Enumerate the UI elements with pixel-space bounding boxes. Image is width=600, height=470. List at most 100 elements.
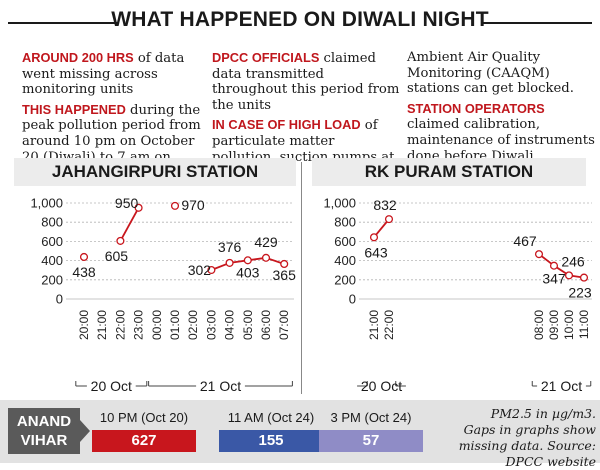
highlight-lead: STATION OPERATORS	[407, 100, 545, 116]
rkpuram-chart: 0 200 400 600 800 1,000 643 832 467 347 246 223 21:0…	[323, 196, 592, 394]
date-group-label: 21 Oct	[200, 378, 241, 394]
infographic-header: WHAT HAPPENED ON DIWALI NIGHT	[0, 4, 600, 38]
highlight-lead: THIS HAPPENED	[22, 101, 126, 117]
data-label: 376	[218, 239, 242, 255]
panel-divider	[301, 162, 302, 394]
x-tick-label: 06:00	[259, 310, 273, 340]
y-tick-label: 0	[56, 292, 63, 307]
paragraph-text: of data went missing across monitoring u…	[22, 51, 185, 98]
data-point	[369, 233, 379, 242]
reading-label-1: 10 PM (Oct 20)	[99, 410, 189, 425]
x-tick-label: 01:00	[168, 310, 182, 340]
data-point	[134, 203, 143, 212]
data-point	[243, 256, 252, 265]
data-point	[225, 258, 234, 267]
y-tick-label: 400	[334, 253, 356, 268]
footnote-source: PM2.5 in µg/m3. Gaps in graphs show miss…	[458, 406, 596, 469]
y-tick-label: 600	[334, 234, 356, 249]
x-tick-label: 04:00	[223, 310, 237, 340]
data-point	[534, 250, 544, 259]
column-1-paragraph-1: AROUND 200 HRS of data went missing acro…	[22, 50, 210, 98]
y-tick-label: 0	[349, 292, 356, 307]
y-tick-label: 800	[334, 215, 356, 230]
x-tick-label: 09:00	[547, 310, 561, 340]
data-label: 403	[236, 264, 260, 280]
text-column-1: AROUND 200 HRS of data went missing acro…	[22, 50, 210, 185]
data-label: 365	[273, 267, 297, 283]
x-tick-label: 08:00	[532, 310, 546, 340]
data-label: 970	[181, 197, 205, 213]
x-tick-label: 22:00	[382, 310, 396, 340]
text-column-3: Ambient Air Quality Monitoring (CAAQM) s…	[407, 50, 595, 168]
data-point	[170, 201, 180, 210]
data-point	[280, 259, 289, 269]
data-point	[384, 215, 394, 224]
reading-value-1: 627	[92, 430, 196, 452]
date-group-label: 21 Oct	[541, 378, 582, 394]
title-rule-right	[482, 22, 592, 24]
data-point	[79, 252, 89, 262]
text-column-2: DPCC OFFICIALS claimed data transmitted …	[212, 50, 400, 185]
paragraph-text: Ambient Air Quality Monitoring (CAAQM) s…	[407, 50, 574, 97]
x-tick-label: 20:00	[77, 310, 91, 340]
y-tick-label: 600	[41, 234, 63, 249]
data-label: 643	[364, 244, 388, 260]
y-tick-label: 400	[41, 253, 63, 268]
paragraph-text: claimed calibration, maintenance of inst…	[407, 117, 595, 164]
data-label: 605	[105, 248, 129, 264]
column-3-paragraph-2: STATION OPERATORS claimed calibration, m…	[407, 101, 595, 164]
x-tick-label: 21:00	[95, 310, 109, 340]
x-tick-label: 05:00	[241, 310, 255, 340]
data-label: 832	[373, 197, 397, 213]
y-tick-label: 800	[41, 215, 63, 230]
reading-value-2: 155	[219, 430, 323, 452]
jahangirpuri-chart: 0 200 400 600 800 1,000 438 605 950 970 302 376 403 4…	[30, 195, 297, 394]
data-point	[116, 236, 125, 245]
date-group-label: 20 Oct	[91, 378, 132, 394]
series-line-segment	[119, 207, 140, 242]
highlight-lead: DPCC OFFICIALS	[212, 50, 320, 65]
data-label: 246	[561, 253, 585, 269]
x-tick-label: 07:00	[277, 310, 291, 340]
data-label: 302	[188, 262, 212, 278]
data-point	[261, 253, 271, 262]
data-point	[207, 265, 216, 275]
column-2-paragraph-1: DPCC OFFICIALS claimed data transmitted …	[212, 50, 400, 113]
column-3-paragraph-1: Ambient Air Quality Monitoring (CAAQM) s…	[407, 50, 595, 97]
x-tick-label: 22:00	[113, 310, 127, 340]
x-tick-label: 10:00	[562, 310, 576, 340]
x-tick-label: 11:00	[577, 310, 591, 339]
anand-vihar-badge: ANAND VIHAR	[8, 408, 80, 454]
x-tick-label: 02:00	[186, 310, 200, 340]
highlight-lead: AROUND 200 HRS	[22, 50, 134, 65]
x-tick-label: 00:00	[150, 310, 164, 340]
data-label: 438	[72, 264, 96, 280]
y-tick-label: 1,000	[323, 196, 356, 211]
jahangirpuri-panel-title: JAHANGIRPURI STATION	[14, 158, 296, 186]
data-label: 347	[542, 271, 566, 287]
y-tick-label: 200	[41, 272, 63, 287]
y-tick-label: 200	[334, 272, 356, 287]
anand-vihar-name-line1: ANAND	[16, 413, 72, 430]
data-point	[549, 261, 559, 270]
data-label: 429	[254, 234, 278, 250]
reading-label-2: 11 AM (Oct 24)	[227, 410, 315, 425]
data-label: 467	[513, 233, 537, 249]
title-rule-left	[8, 22, 118, 24]
y-tick-label: 1,000	[30, 196, 63, 211]
highlight-lead: IN CASE OF HIGH LOAD	[212, 117, 361, 133]
data-label: 223	[568, 285, 592, 301]
infographic-title: WHAT HAPPENED ON DIWALI NIGHT	[111, 8, 489, 31]
reading-label-3: 3 PM (Oct 24)	[330, 410, 412, 425]
x-tick-label: 03:00	[204, 310, 218, 340]
anand-vihar-badge-arrow	[80, 420, 90, 442]
data-point	[564, 271, 574, 280]
x-tick-label: 21:00	[367, 310, 381, 340]
anand-vihar-strip: ANAND VIHAR 10 PM (Oct 20) 627 11 AM (Oc…	[0, 400, 600, 469]
rkpuram-panel-title: RK PURAM STATION	[312, 158, 586, 186]
x-tick-label: 23:00	[132, 310, 146, 340]
data-point	[579, 273, 589, 282]
data-label: 950	[115, 195, 139, 211]
date-group-label: 20 Oct	[361, 378, 402, 394]
paragraph-text: claimed data transmitted throughout this…	[212, 51, 400, 113]
